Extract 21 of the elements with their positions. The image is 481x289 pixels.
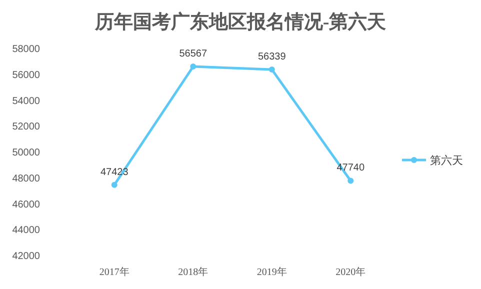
y-tick-label: 58000 (12, 44, 40, 55)
chart-title: 历年国考广东地区报名情况-第六天 (94, 11, 386, 33)
x-tick-label: 2020年 (336, 266, 366, 278)
y-tick-label: 42000 (12, 251, 40, 262)
data-label: 56567 (179, 48, 208, 60)
y-tick-label: 46000 (12, 199, 40, 210)
legend-label: 第六天 (430, 154, 463, 167)
x-tick-label: 2017年 (99, 266, 130, 278)
data-label: 56339 (258, 51, 286, 62)
y-tick-label: 52000 (12, 122, 40, 133)
x-tick-label: 2018年 (178, 266, 208, 278)
point (190, 64, 196, 70)
y-tick-label: 54000 (12, 96, 40, 107)
x-tick-label: 2019年 (256, 266, 287, 278)
y-tick-label: 44000 (12, 225, 40, 236)
y-tick-label: 48000 (12, 173, 40, 184)
point (111, 182, 118, 188)
point (268, 66, 275, 72)
point (348, 178, 354, 184)
y-tick-label: 56000 (12, 70, 40, 81)
y-tick-label: 50000 (12, 148, 40, 158)
